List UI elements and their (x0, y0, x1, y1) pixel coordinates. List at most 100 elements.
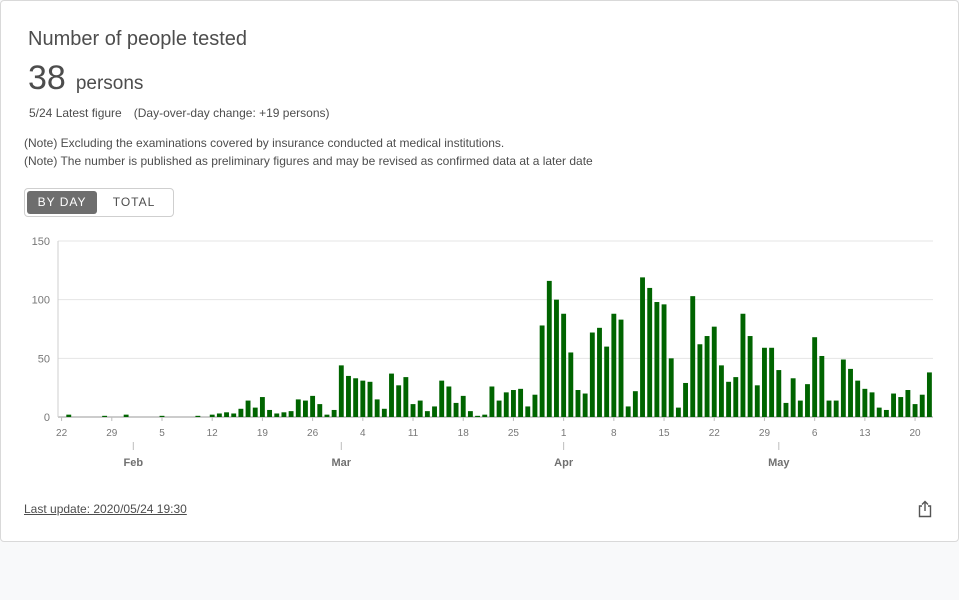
bar (66, 414, 72, 417)
bar (568, 352, 574, 417)
x-day-label: 22 (709, 428, 721, 439)
bar (267, 409, 273, 417)
bars-layer (66, 277, 932, 417)
bar (848, 368, 853, 417)
bar (467, 411, 473, 417)
bar (389, 373, 394, 417)
bar (259, 397, 265, 417)
bar (432, 406, 437, 417)
bar (482, 414, 488, 417)
bar (503, 392, 509, 417)
bar (769, 347, 775, 417)
bar (855, 380, 861, 417)
bar (840, 359, 846, 417)
bar (410, 404, 416, 417)
bar (805, 384, 810, 417)
x-day-label: 5 (159, 428, 165, 439)
bar (683, 382, 688, 417)
tested-card: Number of people tested 38 persons 5/24 … (0, 0, 959, 542)
x-month-label: Feb (124, 457, 144, 469)
headline-unit: persons (75, 73, 144, 94)
bar (439, 380, 445, 417)
bar (303, 400, 308, 417)
x-day-label: 29 (759, 428, 771, 439)
bar (919, 394, 925, 417)
bar (726, 381, 732, 417)
bar (561, 313, 567, 417)
bar (518, 388, 524, 417)
bar (317, 404, 323, 417)
notes: (Note) Excluding the examinations covere… (24, 134, 593, 170)
bar (532, 394, 538, 417)
bar (812, 337, 818, 417)
bar (869, 392, 875, 417)
total-button[interactable]: TOTAL (112, 195, 156, 209)
bar (589, 332, 595, 417)
x-day-label: 8 (611, 428, 617, 439)
grid-layer (57, 240, 933, 418)
y-tick-label: 150 (32, 236, 50, 248)
share-icon[interactable] (917, 500, 933, 518)
bar (195, 415, 201, 417)
bar (883, 409, 889, 417)
bar (597, 327, 602, 417)
bar (510, 390, 516, 417)
bar (632, 391, 638, 417)
x-month-label: Apr (554, 457, 574, 469)
bar (496, 400, 502, 417)
bar (697, 344, 703, 417)
latest-figure-note: 5/24 Latest figure (Day-over-day change:… (29, 106, 330, 120)
x-day-label: 22 (56, 428, 68, 439)
x-day-label: 19 (257, 428, 269, 439)
bar (833, 400, 839, 417)
y-tick-label: 100 (32, 295, 50, 307)
bar (654, 302, 660, 417)
bar (424, 411, 430, 417)
bar (252, 407, 258, 417)
bar (797, 400, 803, 417)
bar (446, 386, 452, 417)
bar (216, 413, 222, 417)
bar (876, 407, 882, 417)
x-day-label: 15 (658, 428, 670, 439)
x-day-label: 26 (307, 428, 319, 439)
bar (711, 326, 717, 417)
bar (640, 277, 645, 417)
x-month-label: Mar (332, 457, 352, 469)
x-month-label: May (768, 457, 790, 469)
last-update-link[interactable]: Last update: 2020/05/24 19:30 (24, 502, 187, 516)
by-day-button[interactable]: BY DAY (27, 191, 98, 214)
bar (525, 406, 531, 417)
bar (238, 408, 244, 417)
bar (776, 370, 782, 417)
x-day-label: 6 (812, 428, 818, 439)
headline-figure: 38 persons (28, 59, 143, 98)
bar (661, 304, 667, 417)
bar (754, 385, 760, 417)
bar (539, 325, 545, 417)
bar (367, 381, 373, 417)
bar (625, 406, 631, 417)
bar (295, 399, 301, 417)
bar (460, 395, 466, 417)
bar (668, 358, 674, 417)
bar (618, 319, 624, 417)
bar (475, 415, 481, 417)
bar (926, 372, 932, 417)
bar (353, 378, 359, 417)
bar (898, 397, 904, 417)
bar (245, 400, 251, 417)
x-day-label: 4 (360, 428, 366, 439)
bar (417, 400, 423, 417)
y-tick-label: 0 (44, 412, 50, 424)
bar (740, 313, 746, 417)
bar (862, 388, 868, 417)
bar (819, 355, 825, 417)
bar (324, 414, 330, 417)
bar (575, 390, 581, 417)
x-day-label: 20 (910, 428, 922, 439)
note-preliminary: (Note) The number is published as prelim… (24, 154, 593, 168)
bar (274, 413, 280, 417)
